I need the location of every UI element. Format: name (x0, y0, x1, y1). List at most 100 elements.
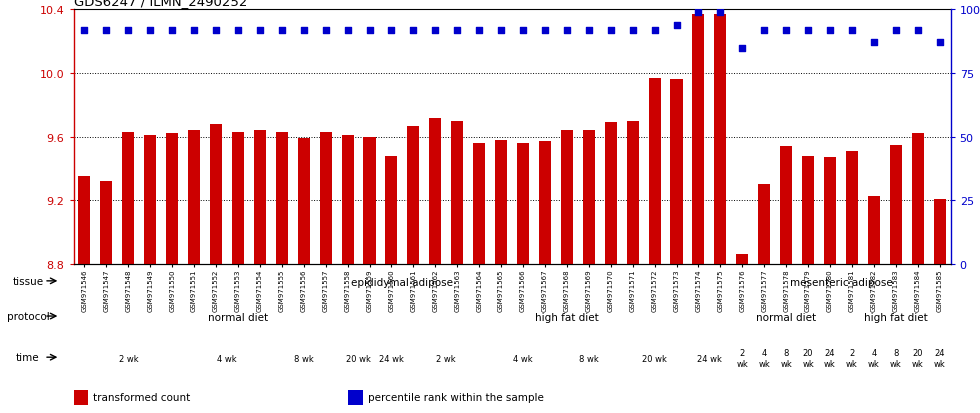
Point (778, 27, 794, 34)
Point (165, 27, 180, 34)
Bar (78, 177, 90, 264)
Text: 2 wk: 2 wk (436, 354, 456, 363)
Text: 20
wk: 20 wk (803, 349, 814, 368)
Bar (561, 131, 573, 264)
Bar (736, 255, 749, 264)
Bar (759, 185, 770, 264)
Text: high fat diet: high fat diet (535, 312, 599, 322)
Point (932, 40, 948, 47)
Point (537, 27, 553, 34)
Bar (539, 142, 551, 264)
Bar (670, 80, 682, 264)
Point (822, 27, 838, 34)
Bar (275, 133, 288, 264)
Point (362, 27, 377, 34)
Point (76, 27, 92, 34)
Bar (364, 138, 375, 264)
Point (844, 27, 859, 34)
Text: 24 wk: 24 wk (379, 354, 404, 363)
Bar (802, 157, 814, 264)
Bar (649, 78, 661, 264)
Text: epididymal adipose: epididymal adipose (352, 277, 454, 287)
Point (208, 27, 223, 34)
Point (406, 27, 421, 34)
Bar (605, 123, 616, 264)
Point (318, 27, 333, 34)
Bar (167, 134, 178, 264)
Bar (342, 136, 354, 264)
Bar (517, 144, 529, 264)
Bar (890, 145, 902, 264)
Text: 4 wk: 4 wk (514, 354, 533, 363)
Bar (144, 136, 156, 264)
Text: 24
wk: 24 wk (934, 349, 946, 368)
Text: transformed count: transformed count (93, 392, 190, 402)
Text: normal diet: normal diet (757, 312, 816, 322)
Text: percentile rank within the sample: percentile rank within the sample (368, 392, 543, 402)
Text: 4 wk: 4 wk (218, 354, 237, 363)
Point (471, 27, 487, 34)
Bar (693, 15, 705, 264)
Bar (583, 131, 595, 264)
Text: 8 wk: 8 wk (579, 354, 599, 363)
Text: 20 wk: 20 wk (642, 354, 667, 363)
Point (581, 27, 597, 34)
Bar (780, 147, 792, 264)
Text: 2 wk: 2 wk (119, 354, 138, 363)
Point (186, 27, 202, 34)
Bar (298, 139, 310, 264)
Bar (348, 390, 363, 405)
Point (668, 22, 684, 29)
Bar (934, 199, 946, 264)
Point (625, 27, 641, 34)
Text: 20
wk: 20 wk (911, 349, 923, 368)
Text: 24 wk: 24 wk (697, 354, 722, 363)
Text: 2
wk: 2 wk (736, 349, 748, 368)
Point (450, 27, 465, 34)
Bar (714, 15, 726, 264)
Bar (385, 157, 398, 264)
Point (888, 27, 904, 34)
Point (340, 27, 356, 34)
Text: 2
wk: 2 wk (846, 349, 858, 368)
Point (252, 27, 268, 34)
Text: 8
wk: 8 wk (890, 349, 902, 368)
Point (427, 27, 443, 34)
Text: 4
wk: 4 wk (868, 349, 880, 368)
Point (559, 27, 574, 34)
Bar (429, 118, 441, 264)
Point (383, 27, 399, 34)
Text: mesenteric adipose: mesenteric adipose (790, 277, 893, 287)
Text: high fat diet: high fat diet (864, 312, 928, 322)
Point (647, 27, 662, 34)
Point (712, 9, 728, 16)
Text: protocol: protocol (7, 311, 49, 321)
Point (734, 45, 750, 52)
Bar (122, 133, 134, 264)
Text: 4
wk: 4 wk (759, 349, 770, 368)
Bar (319, 133, 331, 264)
Bar (74, 390, 88, 405)
Bar (911, 134, 924, 264)
Bar (232, 133, 244, 264)
Point (515, 27, 531, 34)
Point (757, 27, 772, 34)
Text: tissue: tissue (13, 276, 43, 286)
Point (121, 27, 136, 34)
Bar (495, 140, 507, 264)
Bar (473, 144, 485, 264)
Point (603, 27, 618, 34)
Bar (254, 131, 266, 264)
Bar (100, 182, 113, 264)
Point (493, 27, 509, 34)
Text: time: time (16, 352, 40, 362)
Bar (846, 152, 858, 264)
Point (691, 9, 707, 16)
Point (866, 40, 882, 47)
Text: 8 wk: 8 wk (294, 354, 314, 363)
Bar (626, 121, 639, 264)
Text: 20 wk: 20 wk (346, 354, 371, 363)
Bar (408, 126, 419, 264)
Point (274, 27, 290, 34)
Point (909, 27, 925, 34)
